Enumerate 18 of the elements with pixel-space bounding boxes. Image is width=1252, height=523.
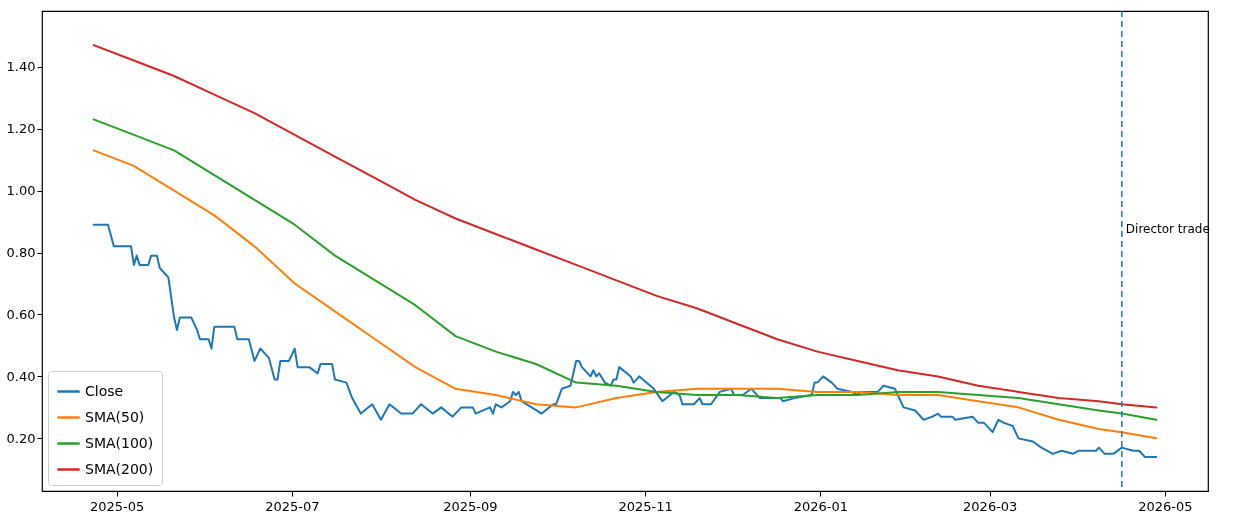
y-tick-label: 1.20	[6, 121, 36, 137]
x-tick-label: 2026-01	[793, 498, 848, 514]
x-tick-label: 2025-05	[90, 498, 145, 514]
x-tick-label: 2026-05	[1138, 498, 1193, 514]
y-tick-label: 1.00	[6, 183, 36, 199]
y-tick-label: 1.40	[6, 59, 36, 75]
x-tick-label: 2025-11	[618, 498, 673, 514]
legend-label: SMA(100)	[85, 434, 154, 451]
legend-label: SMA(50)	[85, 408, 145, 425]
y-tick-label: 0.40	[6, 368, 36, 384]
legend-label: SMA(200)	[85, 460, 154, 477]
x-tick-label: 2025-07	[265, 498, 320, 514]
y-tick-label: 0.20	[6, 430, 36, 446]
x-tick-label: 2025-09	[443, 498, 498, 514]
y-tick-label: 0.60	[6, 306, 36, 322]
y-tick-label: 0.80	[6, 245, 36, 261]
x-tick-label: 2026-03	[963, 498, 1018, 514]
legend-label: Close	[85, 382, 124, 399]
